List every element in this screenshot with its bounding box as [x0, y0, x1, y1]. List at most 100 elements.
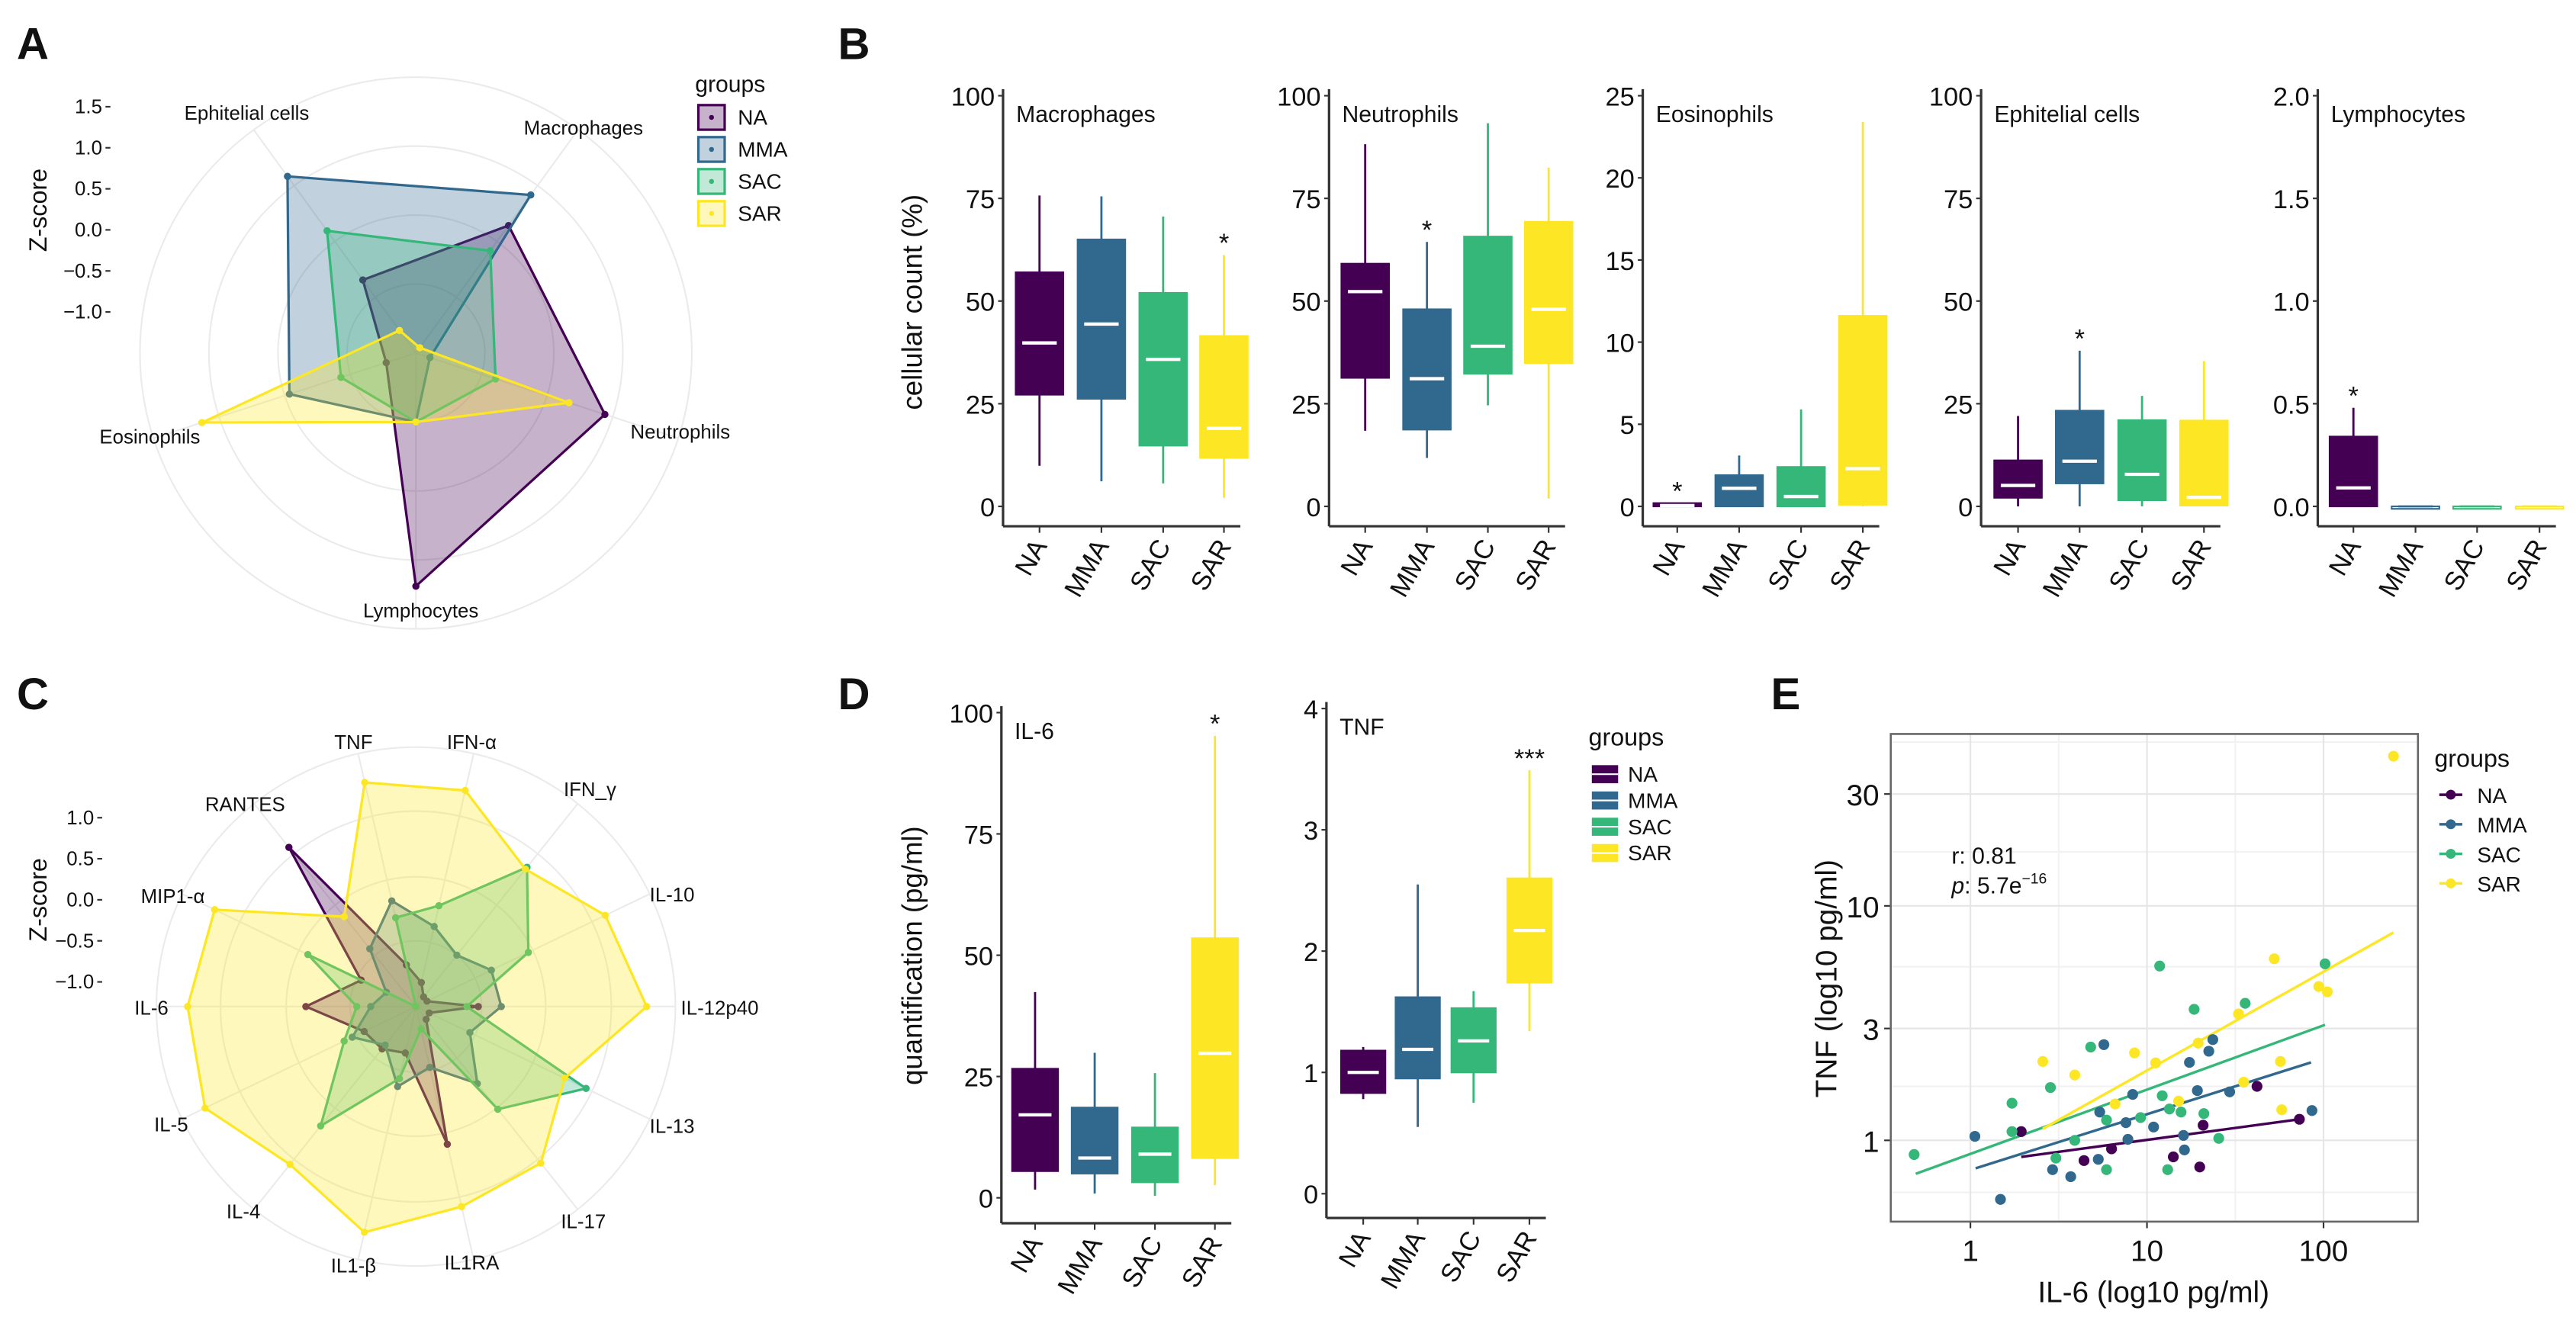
x-tick-label: MMA	[1375, 1226, 1431, 1294]
legend-dot	[709, 146, 714, 153]
y-tick-label: 75	[1291, 185, 1320, 214]
legend-dot-mma	[2446, 819, 2456, 830]
x-tick-label: SAC	[1763, 535, 1815, 596]
scatter-point-sar	[2269, 953, 2280, 965]
radar-point-sac	[337, 374, 345, 381]
radar-area-mma	[286, 175, 533, 424]
scatter-point-mma	[2065, 1171, 2076, 1183]
facet-title: Lymphocytes	[2331, 102, 2465, 127]
scatter-point-sac	[2162, 1164, 2173, 1175]
scatter-point-na	[2194, 1161, 2205, 1173]
x-tick-label: 1	[1962, 1235, 1979, 1268]
scatter-point-mma	[2207, 1034, 2218, 1046]
y-tick-label: 15	[1605, 247, 1634, 276]
scatter-point-mma	[2094, 1107, 2105, 1118]
y-tick-label: 0.5	[75, 178, 102, 200]
facet-title: Ephitelial cells	[1994, 102, 2140, 127]
box-sar	[1523, 220, 1574, 365]
y-tick-label: 3	[1863, 1014, 1880, 1047]
grid-spoke	[253, 803, 417, 1007]
y-tick-label: 0	[979, 1185, 993, 1214]
grid-spoke	[153, 352, 416, 439]
y-tick-label: 75	[966, 185, 995, 214]
panel-label-b: B	[838, 20, 870, 69]
x-tick-label: SAC	[1116, 1232, 1168, 1293]
y-axis-label: Z-score	[24, 858, 52, 941]
scatter-point-sac	[2006, 1126, 2018, 1137]
radar-point-sar	[360, 1229, 368, 1236]
radar-point-sar	[416, 344, 424, 352]
y-tick-label: −1.0	[55, 972, 94, 993]
legend-label-sac: SAC	[1628, 815, 1672, 839]
radar-point-sar	[286, 1161, 294, 1168]
radar-point-na	[601, 410, 609, 419]
p-value-p-value: : 5.7e	[1964, 873, 2021, 898]
x-tick-label: SAC	[1449, 535, 1501, 596]
box-na	[1340, 262, 1390, 379]
legend-label-mma: MMA	[1628, 789, 1678, 812]
scatter-point-mma	[2184, 1057, 2195, 1068]
x-tick-label: SAC	[1435, 1226, 1487, 1287]
legend-dot-na	[2446, 789, 2456, 800]
radar-point-sar	[458, 1203, 465, 1210]
legend-dot	[709, 114, 714, 120]
scatter-point-sar	[2109, 1098, 2121, 1110]
grid-spoke	[253, 1006, 417, 1210]
scatter-point-mma	[1995, 1193, 2006, 1205]
y-tick-label: 1	[1304, 1059, 1318, 1088]
facet-title: Neutrophils	[1343, 102, 1458, 127]
scatter-point-na	[2106, 1143, 2118, 1155]
x-tick-label: MMA	[2037, 535, 2093, 602]
box-sar	[1838, 315, 1888, 506]
y-tick-label: 0.0	[2273, 493, 2310, 522]
fit-line-sac	[1915, 1023, 2326, 1175]
legend-dot-sac	[2446, 849, 2456, 859]
y-tick-label: 50	[966, 288, 995, 317]
significance-marker: *	[1422, 216, 1432, 245]
y-tick-label: 0	[1958, 493, 1973, 522]
scatter-point-mma	[2122, 1133, 2134, 1145]
axis-label: IL1RA	[445, 1252, 500, 1274]
plot-border	[1889, 733, 2420, 1223]
radar-point-mma	[487, 966, 495, 974]
grid-spoke	[252, 129, 417, 354]
legend-label-mma: MMA	[2477, 814, 2527, 837]
y-tick-label: 0.5	[66, 849, 94, 870]
box-mma	[1070, 1107, 1119, 1174]
x-tick-label: NA	[2324, 535, 2367, 580]
legend-label-na: NA	[738, 106, 767, 130]
x-tick-label: MMA	[2373, 535, 2429, 602]
y-tick-label: 100	[951, 82, 995, 111]
scatter-point-sac	[2006, 1097, 2018, 1109]
radar-point-sac	[391, 914, 400, 922]
x-tick-label: SAR	[1185, 535, 1237, 596]
y-tick-label: 0.0	[75, 220, 102, 241]
x-tick-label: NA	[1648, 535, 1691, 580]
radar-point-mma	[453, 951, 461, 959]
box-na	[1011, 1068, 1060, 1172]
scatter-point-sac	[2176, 1107, 2187, 1118]
x-tick-label: 10	[2131, 1235, 2163, 1268]
axis-label: IFN_γ	[564, 779, 616, 801]
y-axis-label: quantification (pg/ml)	[896, 826, 928, 1085]
radar-point-sac	[395, 1075, 404, 1083]
radar-point-sac	[352, 1003, 361, 1010]
scatter-point-sar	[2192, 1037, 2204, 1049]
y-tick-label: 0.5	[2273, 390, 2310, 419]
y-tick-label: 25	[964, 1064, 993, 1093]
significance-marker: ***	[1514, 744, 1545, 773]
radar-point-sac	[582, 1084, 590, 1093]
radar-point-sar	[211, 906, 219, 914]
x-tick-label: 100	[2299, 1235, 2349, 1268]
radar-point-sac	[323, 226, 331, 235]
legend-label-sar: SAR	[738, 202, 782, 226]
radar-point-sac	[417, 1025, 425, 1033]
radar-point-na	[285, 843, 293, 851]
radar-point-na	[443, 1140, 452, 1148]
grid-spoke	[415, 129, 579, 354]
y-tick-label: 100	[1277, 82, 1320, 111]
radar-point-mma	[285, 390, 294, 398]
radar-point-sac	[340, 1037, 348, 1045]
legend-title: groups	[2434, 744, 2510, 772]
y-tick-label: 2	[1304, 938, 1318, 967]
